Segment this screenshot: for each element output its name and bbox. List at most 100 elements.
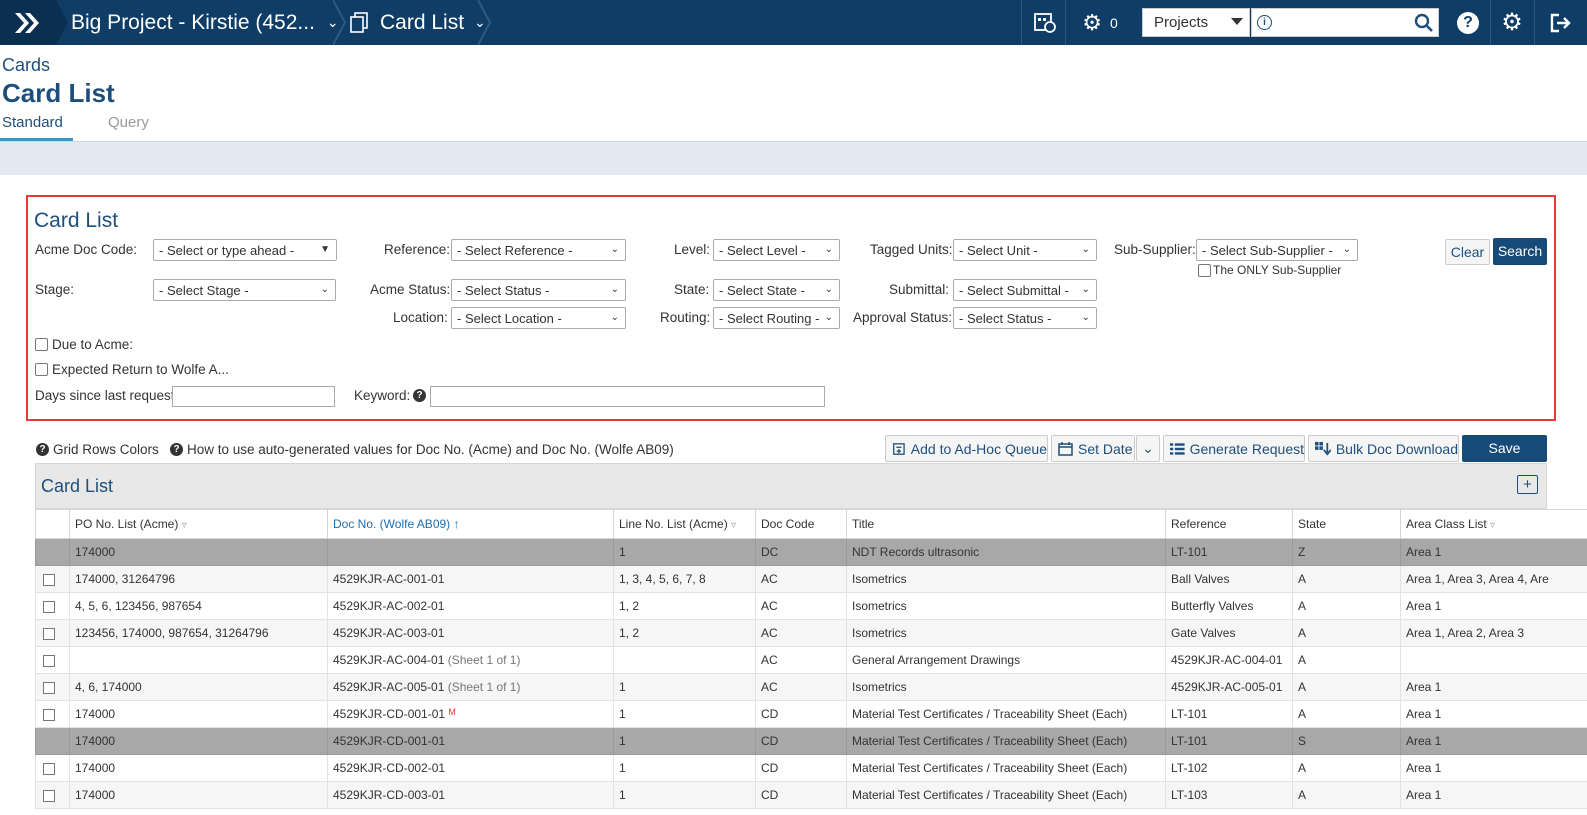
project-crumb[interactable]: Big Project - Kirstie (452... ⌄: [71, 0, 339, 45]
generate-request-button[interactable]: Generate Request: [1163, 435, 1305, 462]
clear-button[interactable]: Clear: [1445, 239, 1490, 265]
only-sub-supplier-checkbox[interactable]: [1198, 264, 1211, 277]
table-cell: Material Test Certificates / Traceabilit…: [846, 781, 1166, 809]
add-column-button[interactable]: +: [1517, 475, 1538, 494]
due-to-acme-checkbox[interactable]: [35, 338, 48, 351]
sort-asc-icon: ↑: [453, 517, 460, 531]
select-value: - Select Level -: [719, 243, 806, 258]
column-header-line-no[interactable]: Line No. List (Acme) ▿: [613, 509, 756, 539]
reference-cell: 4529KJR-AC-004-01: [1171, 653, 1283, 667]
tagged-units-select[interactable]: - Select Unit - ⌄: [953, 239, 1097, 261]
column-header-area-class[interactable]: Area Class List ▿: [1400, 509, 1587, 539]
table-cell: CD: [755, 781, 847, 809]
table-cell: LT-101: [1165, 538, 1293, 566]
table-row[interactable]: 4, 6, 174000 4529KJR-AC-005-01 (Sheet 1 o…: [35, 673, 1587, 701]
search-button[interactable]: Search: [1493, 238, 1547, 265]
save-button[interactable]: Save: [1462, 435, 1547, 462]
settings-button[interactable]: ⚙: [1492, 0, 1532, 45]
table-row[interactable]: 123456, 174000, 987654, 31264796 4529KJR-…: [35, 619, 1587, 647]
doc-no-cell[interactable]: 4529KJR-AC-004-01: [333, 653, 445, 667]
keyword-input[interactable]: [430, 386, 825, 407]
title-cell: General Arrangement Drawings: [852, 653, 1021, 667]
table-row[interactable]: 174000 4529KJR-CD-002-01 1 CD Material Test…: [35, 754, 1587, 782]
header-label: Doc No. (Wolfe AB09): [333, 517, 451, 531]
help-icon[interactable]: ?: [413, 389, 426, 402]
module-crumb[interactable]: Card List ⌄: [350, 0, 486, 45]
row-checkbox[interactable]: [43, 681, 55, 694]
row-checkbox[interactable]: [43, 627, 55, 640]
submittal-select[interactable]: - Select Submittal - ⌄: [953, 279, 1097, 301]
title-cell: Isometrics: [852, 572, 907, 586]
table-row[interactable]: 4529KJR-AC-004-01 (Sheet 1 of 1) AC Genera…: [35, 646, 1587, 674]
button-label: Generate Request: [1189, 440, 1304, 457]
sub-supplier-select[interactable]: - Select Sub-Supplier - ⌄: [1196, 239, 1358, 261]
grid-rows-colors-link[interactable]: ? Grid Rows Colors: [36, 442, 159, 457]
help-button[interactable]: ?: [1448, 0, 1488, 45]
column-header-reference[interactable]: Reference: [1165, 509, 1293, 539]
reference-select[interactable]: - Select Reference - ⌄: [451, 239, 626, 261]
expected-return-checkbox[interactable]: [35, 363, 48, 376]
filter-icon[interactable]: ▿: [181, 520, 187, 531]
days-since-input[interactable]: [172, 386, 335, 407]
acme-doc-code-select[interactable]: - Select or type ahead - ▼: [153, 239, 337, 261]
search-scope-select[interactable]: Projects: [1142, 8, 1250, 37]
doc-no-cell[interactable]: 4529KJR-CD-001-01: [333, 707, 446, 721]
filter-icon[interactable]: ▿: [1490, 520, 1496, 531]
doc-no-cell[interactable]: 4529KJR-AC-002-01: [333, 599, 445, 613]
column-header-title[interactable]: Title: [846, 509, 1166, 539]
table-row[interactable]: 4, 5, 6, 123456, 987654 4529KJR-AC-002-01…: [35, 592, 1587, 620]
level-select[interactable]: - Select Level - ⌄: [713, 239, 840, 261]
search-icon[interactable]: [1414, 13, 1434, 33]
select-column-header: [35, 509, 70, 539]
schedule-button[interactable]: [1025, 0, 1065, 45]
state-label: State:: [674, 282, 710, 297]
column-header-po[interactable]: PO No. List (Acme) ▿: [69, 509, 328, 539]
row-checkbox[interactable]: [43, 789, 55, 802]
doc-no-cell[interactable]: 4529KJR-CD-002-01: [333, 761, 446, 775]
column-header-doc-no[interactable]: Doc No. (Wolfe AB09) ↑: [327, 509, 614, 539]
list-icon: [1170, 442, 1185, 455]
tab-query[interactable]: Query: [108, 114, 149, 131]
set-date-button[interactable]: Set Date: [1051, 435, 1135, 462]
auto-values-help-link[interactable]: ? How to use auto-generated values for Do…: [170, 442, 674, 457]
bulk-download-button[interactable]: Bulk Doc Download: [1308, 435, 1459, 462]
column-header-doc-code[interactable]: Doc Code: [755, 509, 847, 539]
jobs-button[interactable]: ⚙ 0: [1070, 0, 1130, 45]
doc-no-cell[interactable]: 4529KJR-AC-003-01: [333, 626, 445, 640]
filter-icon[interactable]: ▿: [731, 520, 737, 531]
state-select[interactable]: - Select State - ⌄: [713, 279, 840, 301]
logout-button[interactable]: [1540, 0, 1580, 45]
table-header-row: PO No. List (Acme) ▿ Doc No. (Wolfe AB09…: [35, 509, 1587, 539]
acme-status-select[interactable]: - Select Status - ⌄: [451, 279, 626, 301]
column-header-state[interactable]: State: [1292, 509, 1401, 539]
chevron-down-icon: ⌄: [824, 284, 833, 295]
app-logo[interactable]: [0, 0, 56, 45]
table-row[interactable]: 174000 4529KJR-CD-003-01 1 CD Material Test…: [35, 781, 1587, 809]
table-row[interactable]: 174000 4529KJR-CD-001-01 1 CD Material Test…: [35, 727, 1587, 755]
doc-no-cell[interactable]: 4529KJR-CD-001-01: [333, 734, 446, 748]
row-checkbox[interactable]: [43, 654, 55, 667]
doc-no-cell[interactable]: 4529KJR-CD-003-01: [333, 788, 446, 802]
table-row[interactable]: 174000, 31264796 4529KJR-AC-001-01 1, 3, …: [35, 565, 1587, 593]
routing-select[interactable]: - Select Routing - ⌄: [713, 307, 840, 329]
doc-no-cell[interactable]: 4529KJR-AC-005-01: [333, 680, 445, 694]
row-checkbox[interactable]: [43, 573, 55, 586]
row-checkbox[interactable]: [43, 708, 55, 721]
stage-select[interactable]: - Select Stage - ⌄: [153, 279, 336, 301]
reference-cell: 4529KJR-AC-005-01: [1171, 680, 1283, 694]
reference-cell: LT-101: [1171, 707, 1208, 721]
table-cell: Butterfly Valves: [1165, 592, 1293, 620]
tab-standard[interactable]: Standard: [2, 114, 63, 131]
breadcrumb[interactable]: Cards: [2, 55, 51, 75]
add-to-queue-button[interactable]: Add to Ad-Hoc Queue: [885, 435, 1048, 462]
approval-status-select[interactable]: - Select Status - ⌄: [953, 307, 1097, 329]
global-search-input[interactable]: i: [1251, 8, 1439, 37]
row-checkbox[interactable]: [43, 762, 55, 775]
row-checkbox[interactable]: [43, 600, 55, 613]
table-row[interactable]: 174000 1 DC NDT Records ultrasonic LT-101 Z A…: [35, 538, 1587, 566]
table-row[interactable]: 174000 4529KJR-CD-001-01 M 1 CD Material Tes…: [35, 700, 1587, 728]
location-select[interactable]: - Select Location - ⌄: [451, 307, 626, 329]
calendar-clock-icon: [1034, 12, 1056, 33]
doc-no-cell[interactable]: 4529KJR-AC-001-01: [333, 572, 445, 586]
set-date-dropdown[interactable]: ⌄: [1136, 435, 1160, 462]
